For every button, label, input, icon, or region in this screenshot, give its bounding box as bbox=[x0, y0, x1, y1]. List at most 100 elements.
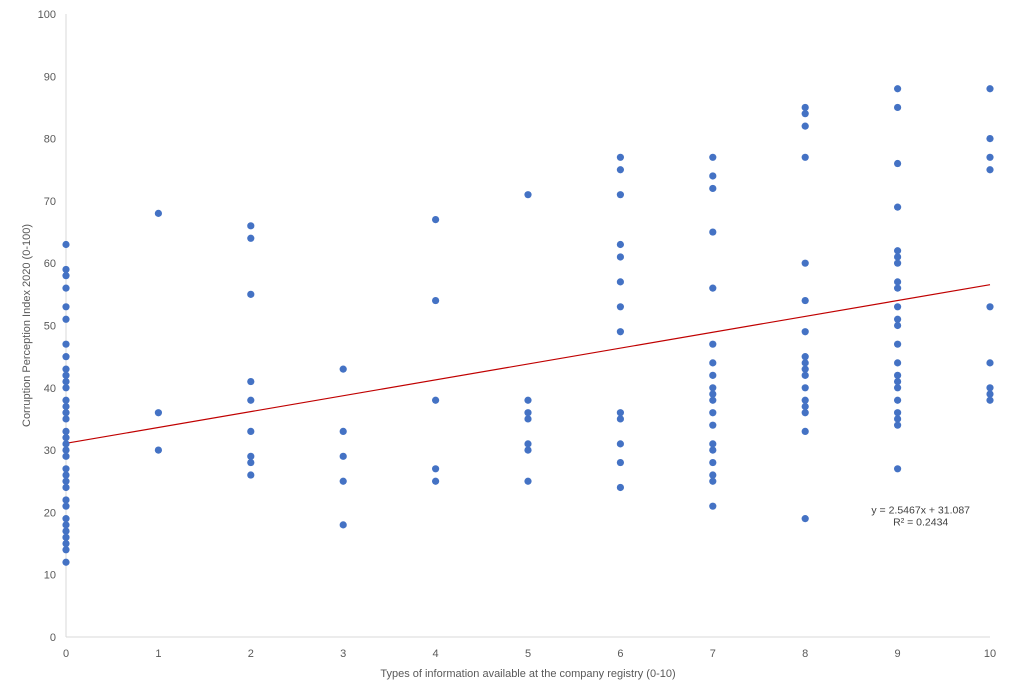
data-point bbox=[801, 328, 809, 336]
data-point bbox=[709, 477, 717, 485]
data-point bbox=[894, 103, 902, 112]
data-point bbox=[524, 440, 532, 448]
data-point bbox=[62, 527, 70, 535]
data-point bbox=[247, 290, 255, 298]
x-tick-label: 2 bbox=[248, 648, 254, 660]
data-point bbox=[247, 458, 255, 467]
data-point bbox=[894, 247, 902, 255]
data-point bbox=[62, 515, 70, 523]
data-point bbox=[894, 315, 902, 323]
data-point bbox=[894, 203, 902, 211]
data-point bbox=[432, 396, 440, 404]
y-tick-label: 90 bbox=[44, 71, 56, 83]
data-point bbox=[709, 371, 717, 379]
data-point bbox=[709, 446, 717, 454]
x-tick-label: 5 bbox=[525, 648, 531, 660]
y-tick-label: 10 bbox=[44, 570, 56, 582]
data-point bbox=[986, 135, 994, 143]
y-tick-label: 60 bbox=[44, 258, 56, 270]
x-tick-label: 8 bbox=[802, 648, 808, 660]
data-point bbox=[709, 284, 717, 292]
data-point bbox=[62, 465, 70, 473]
y-tick-label: 40 bbox=[44, 383, 56, 395]
data-point bbox=[801, 122, 809, 130]
data-point bbox=[432, 215, 440, 224]
data-point bbox=[62, 377, 70, 386]
x-tick-label: 6 bbox=[617, 648, 623, 660]
data-point bbox=[247, 471, 255, 479]
data-point bbox=[339, 427, 347, 436]
data-point bbox=[616, 328, 625, 336]
data-point bbox=[894, 359, 902, 367]
data-point bbox=[62, 371, 70, 379]
data-point bbox=[709, 502, 717, 510]
x-tick-label: 3 bbox=[340, 648, 346, 660]
data-point bbox=[62, 533, 70, 541]
data-point bbox=[62, 415, 70, 423]
data-point bbox=[247, 427, 255, 436]
data-point bbox=[432, 477, 440, 485]
data-point bbox=[986, 359, 994, 367]
x-tick-label: 1 bbox=[155, 648, 161, 660]
data-point bbox=[62, 452, 70, 460]
data-point bbox=[801, 427, 809, 436]
data-point bbox=[247, 234, 255, 242]
data-point bbox=[709, 153, 717, 161]
data-point bbox=[616, 253, 625, 261]
data-point bbox=[986, 396, 994, 404]
data-point bbox=[894, 259, 902, 267]
data-point bbox=[616, 240, 625, 249]
x-tick-label: 0 bbox=[63, 648, 69, 660]
data-point bbox=[894, 384, 902, 392]
data-point bbox=[62, 315, 70, 323]
data-point bbox=[62, 521, 70, 529]
data-point bbox=[339, 477, 347, 485]
data-point bbox=[524, 415, 532, 423]
data-point bbox=[616, 483, 625, 492]
data-point bbox=[709, 228, 717, 236]
data-point bbox=[339, 521, 347, 529]
data-point bbox=[894, 340, 902, 348]
data-point bbox=[62, 558, 70, 566]
data-point bbox=[62, 409, 70, 417]
data-point bbox=[62, 477, 70, 485]
data-point bbox=[986, 303, 994, 311]
data-point bbox=[616, 440, 625, 448]
data-point bbox=[894, 396, 902, 404]
data-point bbox=[894, 409, 902, 417]
data-point bbox=[801, 110, 809, 118]
x-tick-labels: 0 1 2 3 4 5 6 7 8 9 10 bbox=[63, 648, 996, 660]
data-point bbox=[709, 184, 717, 193]
data-point bbox=[894, 159, 902, 168]
y-tick-label: 30 bbox=[44, 445, 56, 457]
data-point bbox=[894, 371, 902, 379]
data-point bbox=[247, 377, 255, 386]
data-point bbox=[616, 303, 625, 311]
data-point bbox=[524, 446, 532, 454]
data-point bbox=[62, 365, 70, 373]
x-tick-label: 7 bbox=[710, 648, 716, 660]
data-point bbox=[894, 303, 902, 311]
data-point bbox=[894, 421, 902, 429]
data-point bbox=[62, 402, 70, 411]
data-point bbox=[894, 284, 902, 292]
data-point bbox=[801, 396, 809, 404]
data-point bbox=[62, 434, 70, 442]
data-point bbox=[801, 353, 809, 361]
data-point bbox=[62, 265, 70, 274]
data-point bbox=[986, 384, 994, 392]
data-point bbox=[709, 359, 717, 367]
data-point bbox=[247, 222, 255, 230]
data-point bbox=[62, 440, 70, 448]
data-point bbox=[894, 85, 902, 93]
data-point bbox=[801, 515, 809, 523]
data-point bbox=[62, 396, 70, 404]
data-point bbox=[524, 396, 532, 404]
data-point bbox=[62, 353, 70, 361]
data-point bbox=[339, 452, 347, 460]
data-point bbox=[62, 502, 70, 510]
y-tick-label: 0 bbox=[50, 632, 56, 644]
data-point bbox=[62, 427, 70, 436]
data-point bbox=[709, 409, 717, 417]
data-point bbox=[154, 209, 162, 217]
